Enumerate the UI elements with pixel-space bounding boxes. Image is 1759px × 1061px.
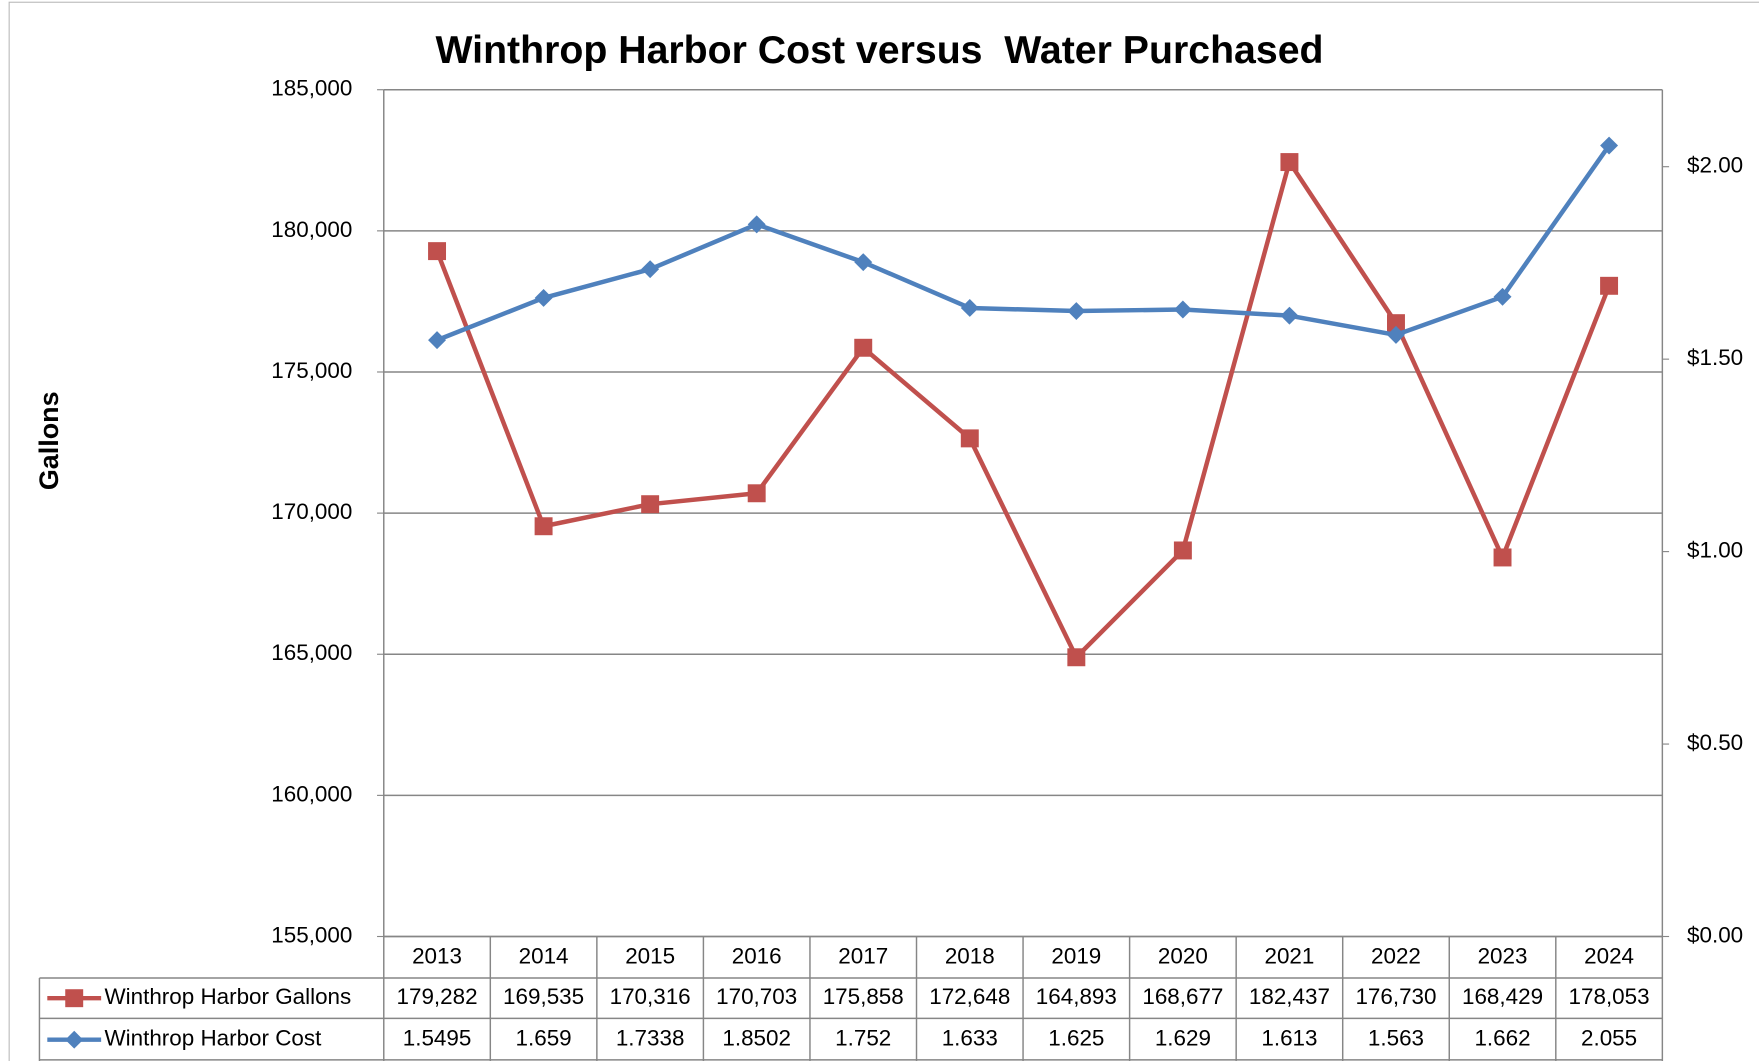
marker	[65, 1030, 84, 1049]
table-value: 170,703	[716, 984, 797, 1009]
table-value: 1.752	[835, 1026, 891, 1051]
table-value: 168,677	[1142, 984, 1223, 1009]
marker	[534, 517, 553, 536]
series-line	[436, 144, 1611, 343]
y-tick-label: 165,000	[271, 640, 352, 665]
table-value: 178,053	[1569, 984, 1650, 1009]
marker	[1067, 648, 1086, 667]
table-value: 168,429	[1462, 984, 1543, 1009]
table-value: 1.659	[516, 1026, 572, 1051]
marker	[1280, 306, 1299, 325]
legend-label: Winthrop Harbor Cost	[104, 1026, 322, 1051]
y-tick-label: 160,000	[271, 781, 352, 806]
x-tick-label: 2022	[1371, 944, 1421, 969]
x-tick-label: 2018	[945, 944, 995, 969]
x-tick-label: 2014	[519, 944, 569, 969]
marker	[747, 484, 766, 503]
marker	[1067, 302, 1086, 321]
marker	[1173, 541, 1192, 560]
chart-title: Winthrop Harbor Cost versus Water Purcha…	[435, 28, 1323, 72]
y2-tick-label: $2.00	[1687, 153, 1743, 178]
table-value: 169,535	[503, 984, 584, 1009]
marker	[1173, 300, 1192, 319]
marker	[1493, 548, 1512, 567]
y-axis-label: Gallons	[34, 391, 64, 490]
marker	[747, 215, 766, 234]
table-value: 170,316	[610, 984, 691, 1009]
marker	[641, 260, 660, 279]
marker	[960, 298, 979, 317]
table-value: 164,893	[1036, 984, 1117, 1009]
marker	[1600, 136, 1619, 155]
y-tick-label: 170,000	[271, 499, 352, 524]
legend-label: Winthrop Harbor Gallons	[104, 984, 351, 1009]
y2-tick-label: $0.00	[1687, 922, 1743, 947]
x-tick-label: 2023	[1478, 944, 1528, 969]
x-tick-label: 2021	[1264, 944, 1314, 969]
marker	[854, 338, 873, 357]
marker	[1280, 153, 1299, 172]
x-tick-label: 2020	[1158, 944, 1208, 969]
x-tick-label: 2015	[625, 944, 675, 969]
table-value: 179,282	[397, 984, 478, 1009]
x-tick-label: 2016	[732, 944, 782, 969]
table-value: 176,730	[1355, 984, 1436, 1009]
table-value: 172,648	[929, 984, 1010, 1009]
table-value: 1.662	[1474, 1026, 1530, 1051]
y2-tick-label: $1.50	[1687, 345, 1743, 370]
x-tick-label: 2019	[1051, 944, 1101, 969]
marker	[641, 495, 660, 514]
y-tick-label: 180,000	[271, 217, 352, 242]
marker	[960, 429, 979, 448]
table-value: 1.633	[942, 1026, 998, 1051]
marker	[1387, 314, 1405, 333]
table-value: 1.5495	[403, 1026, 472, 1051]
marker	[65, 989, 84, 1008]
table-value: 1.613	[1261, 1026, 1317, 1051]
x-tick-label: 2017	[838, 944, 888, 969]
chart-border	[8, 1, 1759, 1061]
marker	[854, 253, 873, 272]
marker	[428, 242, 447, 261]
marker	[534, 288, 553, 307]
y-tick-label: 155,000	[271, 922, 352, 947]
series-line	[434, 159, 1612, 660]
table-value: 2.055	[1581, 1026, 1637, 1051]
y-tick-label: 185,000	[271, 76, 352, 101]
x-tick-label: 2013	[412, 944, 462, 969]
y2-tick-label: $0.50	[1687, 730, 1743, 755]
marker	[1600, 276, 1619, 295]
table-value: 1.563	[1368, 1026, 1424, 1051]
table-value: 182,437	[1249, 984, 1330, 1009]
table-value: 175,858	[823, 984, 904, 1009]
y2-tick-label: $1.00	[1687, 538, 1743, 563]
x-tick-label: 2024	[1584, 944, 1634, 969]
y-tick-label: 175,000	[271, 358, 352, 383]
marker	[428, 331, 447, 350]
table-value: 1.7338	[616, 1026, 685, 1051]
table-value: 1.629	[1155, 1026, 1211, 1051]
table-value: 1.625	[1048, 1026, 1104, 1051]
table-value: 1.8502	[722, 1026, 791, 1051]
